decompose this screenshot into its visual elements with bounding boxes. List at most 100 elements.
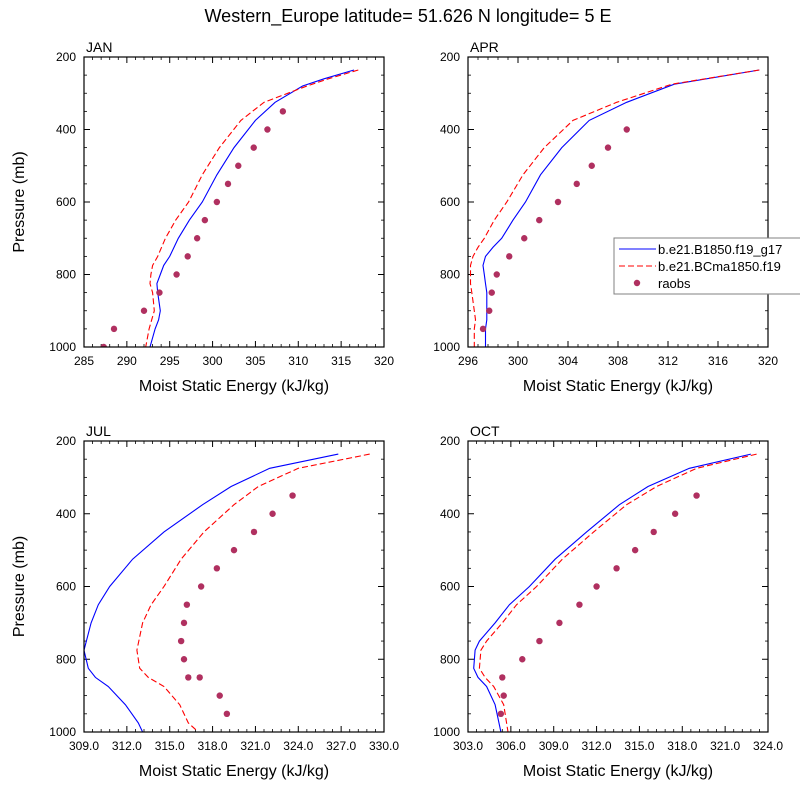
x-tick-label: 315 — [331, 354, 351, 368]
raobs-point — [289, 492, 296, 499]
raobs-point — [536, 216, 543, 224]
x-tick-label: 318.0 — [667, 739, 697, 753]
x-tick-label: 315.0 — [155, 739, 185, 753]
x-tick-label: 318.0 — [198, 739, 228, 753]
legend-label: b.e21.BCma1850.f19 — [658, 259, 781, 274]
x-tick-label: 321.0 — [240, 739, 270, 753]
legend-label: b.e21.B1850.f19_g17 — [658, 242, 782, 257]
raobs-point — [196, 674, 203, 681]
x-tick-label: 327.0 — [326, 739, 356, 753]
y-tick-label: 400 — [56, 507, 76, 521]
raobs-point — [588, 162, 595, 169]
series-group — [469, 69, 760, 347]
raobs-point — [180, 619, 188, 627]
b1850-line — [84, 453, 339, 732]
panel-apr: APR 296 300 304 308 312 316 320 200 400 600 800 1000… — [433, 39, 778, 395]
y-tick-label: 200 — [56, 50, 76, 64]
x-tick-label: 312.0 — [582, 739, 612, 753]
raobs-point — [140, 307, 148, 314]
raobs-point — [100, 343, 107, 347]
raobs-point — [201, 216, 209, 224]
b1850-line — [482, 69, 760, 347]
x-tick-label: 296 — [458, 354, 478, 368]
y-axis-title: Pressure (mb) — [11, 151, 28, 252]
y-tick-label: 600 — [440, 195, 460, 209]
raobs-point — [184, 253, 191, 260]
plot-frame — [83, 56, 385, 348]
raobs-point — [593, 583, 600, 590]
x-tick-label: 320 — [758, 354, 778, 368]
raobs-point — [650, 528, 657, 536]
raobs-point — [519, 656, 526, 663]
raobs-point — [183, 601, 191, 608]
panel-jan: JAN 285 290 295 300 305 310 315 320 200 400 600 800 1… — [11, 39, 394, 395]
y-tick-label: 600 — [440, 580, 460, 594]
x-tick-label: 330.0 — [369, 739, 399, 753]
raobs-point — [279, 108, 287, 115]
raobs-point — [499, 674, 506, 681]
y-tick-label: 600 — [56, 195, 76, 209]
raobs-point — [554, 198, 562, 206]
x-tick-label: 300 — [203, 354, 223, 368]
y-tick-label: 200 — [440, 434, 460, 448]
x-tick-label: 324.0 — [283, 739, 313, 753]
x-tick-label: 320 — [374, 354, 394, 368]
x-tick-label: 310 — [288, 354, 308, 368]
x-tick-label: 309.0 — [69, 739, 99, 753]
plot-frame — [83, 440, 385, 733]
raobs-point — [671, 510, 679, 517]
series-group — [473, 453, 757, 732]
raobs-point — [613, 565, 620, 572]
x-tick-label: 324.0 — [753, 739, 783, 753]
x-tick-label: 306.0 — [496, 739, 526, 753]
raobs-point — [216, 692, 223, 699]
raobs-point — [269, 510, 276, 517]
y-axis-title: Pressure (mb) — [11, 536, 28, 637]
y-tick-label: 1000 — [433, 725, 460, 739]
raobs-point — [486, 307, 493, 314]
y-tick-label: 1000 — [433, 340, 460, 354]
raobs-point — [223, 710, 231, 718]
x-tick-label: 316 — [708, 354, 728, 368]
x-tick-label: 305 — [245, 354, 265, 368]
raobs-point — [264, 126, 271, 133]
raobs-point — [250, 144, 257, 151]
y-tick-label: 400 — [56, 123, 76, 137]
panel-label: OCT — [470, 423, 500, 439]
raobs-point — [180, 656, 188, 663]
x-axis-title: Moist Static Energy (kJ/kg) — [523, 378, 713, 395]
plot-frame — [467, 440, 769, 733]
x-axis-title: Moist Static Energy (kJ/kg) — [139, 763, 329, 780]
legend-box — [613, 237, 800, 295]
raobs-point — [497, 710, 505, 718]
legend-label: raobs — [658, 276, 691, 291]
series-group — [100, 69, 359, 347]
y-tick-label: 800 — [440, 268, 460, 282]
panel-oct: OCT 303.0 306.0 309.0 312.0 315.0 318.0 321.0 32… — [433, 423, 783, 780]
figure-title: Western_Europe latitude= 51.626 N longit… — [205, 6, 612, 27]
raobs-point — [521, 235, 528, 242]
raobs-point — [576, 601, 583, 608]
x-tick-label: 285 — [74, 354, 94, 368]
raobs-point — [536, 637, 543, 645]
y-tick-label: 200 — [56, 434, 76, 448]
x-tick-label: 315.0 — [624, 739, 654, 753]
raobs-point — [235, 162, 242, 169]
x-tick-label: 295 — [160, 354, 180, 368]
raobs-point — [197, 583, 205, 590]
chart-panels: JAN 285 290 295 300 305 310 315 320 200 400 600 800 1… — [11, 39, 783, 780]
raobs-point — [631, 546, 639, 554]
legend-swatch-dot — [633, 279, 641, 287]
panel-label: APR — [470, 39, 499, 55]
raobs-point — [224, 180, 232, 188]
raobs-point — [488, 289, 495, 296]
x-tick-label: 308 — [608, 354, 628, 368]
raobs-point — [156, 289, 163, 296]
x-tick-label: 309.0 — [539, 739, 569, 753]
y-tick-label: 200 — [440, 50, 460, 64]
x-tick-label: 300 — [508, 354, 528, 368]
plot-frame — [467, 56, 769, 348]
raobs-point — [573, 180, 580, 188]
y-tick-label: 1000 — [49, 725, 76, 739]
